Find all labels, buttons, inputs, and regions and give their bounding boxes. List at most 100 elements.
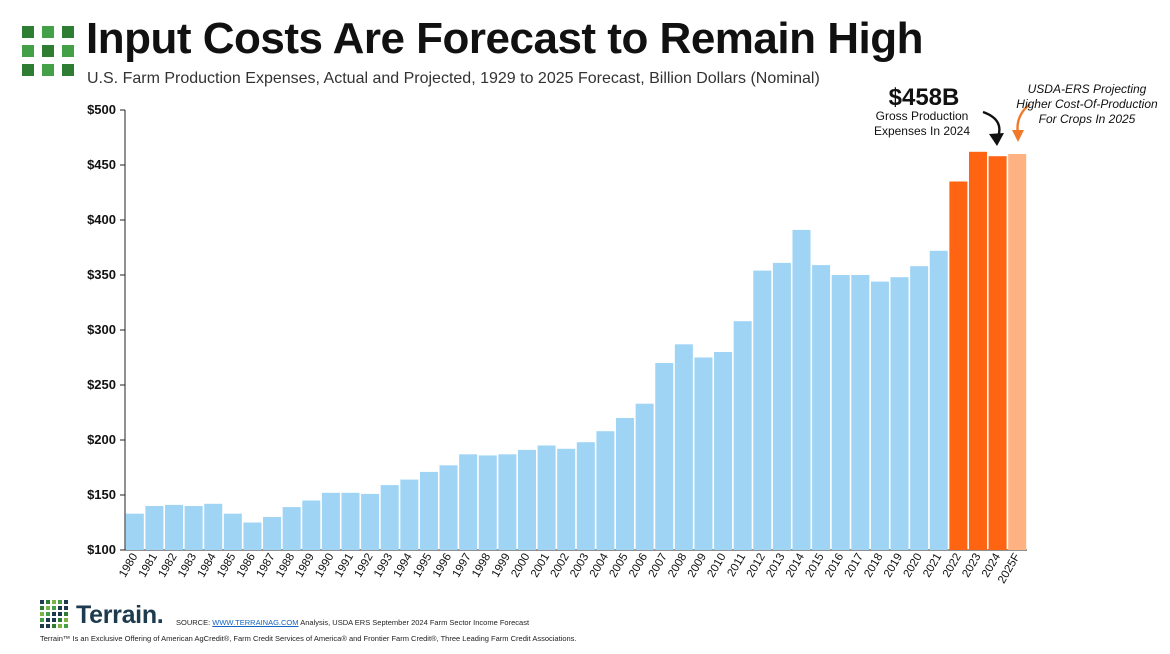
bar-2009 <box>694 357 713 550</box>
bar-1980 <box>125 513 144 550</box>
x-tick-label: 1994 <box>392 551 415 580</box>
bar-1992 <box>361 493 380 550</box>
terrain-grid-logo-icon <box>22 26 74 76</box>
bar-2015 <box>812 265 831 550</box>
x-tick-label: 2015 <box>804 552 827 580</box>
x-tick-label: 2022 <box>941 552 964 580</box>
bar-1999 <box>498 454 517 550</box>
source-link[interactable]: WWW.TERRAINAG.COM <box>212 618 299 627</box>
x-tick-label: 1995 <box>411 552 434 580</box>
y-tick-label: $200 <box>87 432 116 447</box>
x-tick-label: 1986 <box>235 552 258 580</box>
bar-2006 <box>635 403 654 550</box>
x-tick-label: 2002 <box>549 552 572 580</box>
bar-2017 <box>851 275 870 550</box>
annotation-2024-text: Gross Production Expenses In 2024 <box>873 109 971 138</box>
x-tick-label: 2001 <box>529 552 552 580</box>
y-tick-label: $150 <box>87 487 116 502</box>
bar-2004 <box>596 431 615 550</box>
bar-1985 <box>223 513 242 550</box>
bar-2005 <box>616 418 635 550</box>
bar-1997 <box>459 454 478 550</box>
page-title: Input Costs Are Forecast to Remain High <box>86 14 923 63</box>
x-tick-label: 2014 <box>784 551 807 580</box>
x-tick-label: 2007 <box>647 552 670 580</box>
source-suffix: Analysis, USDA ERS September 2024 Farm S… <box>300 618 530 627</box>
x-tick-label: 2006 <box>627 552 650 580</box>
x-tick-label: 1988 <box>274 552 297 580</box>
y-tick-label: $350 <box>87 267 116 282</box>
x-tick-label: 1984 <box>196 551 219 580</box>
x-tick-label: 2003 <box>568 552 591 580</box>
x-tick-label: 2000 <box>509 552 532 580</box>
bar-2000 <box>517 449 536 550</box>
y-tick-label: $450 <box>87 157 116 172</box>
arrow-2024-head <box>989 133 1004 146</box>
annotation-forecast-note: USDA-ERS Projecting Higher Cost-Of-Produ… <box>1016 82 1158 126</box>
bar-2018 <box>870 281 889 550</box>
x-tick-label: 2019 <box>882 552 905 580</box>
bar-1987 <box>263 517 282 550</box>
bar-1998 <box>478 455 497 550</box>
bar-2012 <box>753 270 772 550</box>
bar-2024 <box>988 156 1007 550</box>
bar-1984 <box>204 503 223 550</box>
y-tick-label: $300 <box>87 322 116 337</box>
x-tick-label: 2018 <box>862 552 885 580</box>
bar-1986 <box>243 522 262 550</box>
x-tick-label: 1980 <box>117 552 140 580</box>
bar-1995 <box>419 471 438 550</box>
bar-1990 <box>321 492 340 550</box>
y-tick-label: $500 <box>87 102 116 117</box>
y-tick-label: $100 <box>87 542 116 557</box>
brand-name: Terrain. <box>76 600 164 629</box>
bar-2007 <box>655 363 674 550</box>
x-tick-label: 1993 <box>372 552 395 580</box>
x-tick-label: 2021 <box>921 552 944 580</box>
x-tick-label: 1997 <box>451 552 474 580</box>
bar-1982 <box>165 504 184 550</box>
bar-2020 <box>910 266 929 550</box>
x-tick-label: 1992 <box>353 552 376 580</box>
bar-2021 <box>929 250 948 551</box>
x-tick-label: 2009 <box>686 552 709 580</box>
x-tick-label: 2008 <box>666 552 689 580</box>
x-tick-label: 1996 <box>431 552 454 580</box>
bar-1988 <box>282 507 301 550</box>
bar-2014 <box>792 229 811 550</box>
x-tick-label: 2016 <box>823 552 846 580</box>
x-tick-label: 1990 <box>313 552 336 580</box>
bar-1991 <box>341 492 360 550</box>
bar-2008 <box>674 344 693 550</box>
bar-2025F <box>1008 154 1027 550</box>
x-tick-label: 2004 <box>588 551 611 580</box>
chart-subtitle: U.S. Farm Production Expenses, Actual an… <box>87 70 820 87</box>
bar-2001 <box>537 445 556 550</box>
x-tick-label: 1983 <box>176 552 199 580</box>
x-tick-label: 2012 <box>745 552 768 580</box>
x-tick-label: 1982 <box>156 552 179 580</box>
x-tick-label: 2020 <box>902 552 925 580</box>
x-tick-label: 1991 <box>333 552 356 580</box>
x-tick-label: 2023 <box>960 552 983 580</box>
annotation-2024-value: $458B <box>888 84 960 111</box>
bar-2011 <box>733 321 752 550</box>
y-tick-label: $400 <box>87 212 116 227</box>
x-tick-label: 2017 <box>843 552 866 580</box>
bar-1994 <box>400 479 419 550</box>
source-line: SOURCE: WWW.TERRAINAG.COM Analysis, USDA… <box>176 618 529 627</box>
x-tick-label: 1998 <box>470 552 493 580</box>
bar-2016 <box>831 275 850 550</box>
bar-2023 <box>968 151 987 551</box>
x-tick-label: 2010 <box>705 552 728 580</box>
bar-2010 <box>714 352 733 550</box>
bar-2003 <box>576 442 595 550</box>
arrow-forecast-head <box>1012 130 1024 142</box>
bar-1983 <box>184 506 203 550</box>
x-tick-label: 2005 <box>607 552 630 580</box>
x-tick-label: 1987 <box>254 552 277 580</box>
bar-1996 <box>439 465 458 550</box>
bar-1981 <box>145 506 164 550</box>
bar-1989 <box>302 500 321 550</box>
